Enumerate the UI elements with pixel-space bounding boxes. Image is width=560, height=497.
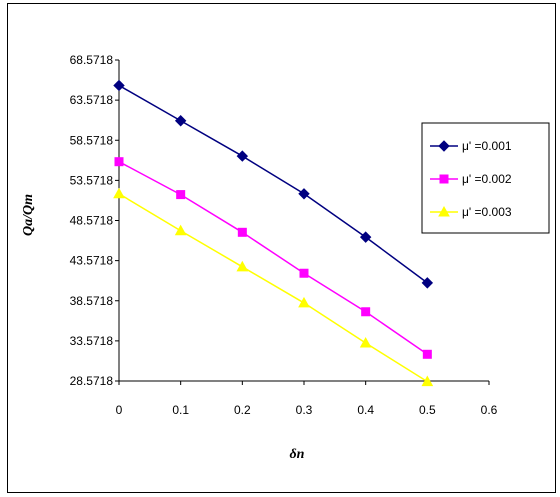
x-tick-label: 0.6 — [481, 403, 498, 417]
data-point-series-1 — [298, 188, 310, 200]
y-tick-labels: 28.5718 33.5718 38.5718 43.5718 48.5718 53.57… — [70, 53, 114, 388]
series-markers — [113, 79, 434, 387]
y-tick-label: 43.5718 — [70, 254, 114, 268]
y-tick-label: 68.5718 — [70, 53, 114, 67]
data-point-series-2 — [299, 268, 309, 278]
y-axis-label: Qa/Qm — [21, 194, 36, 236]
chart-area — [7, 3, 556, 493]
x-tick-label: 0.4 — [357, 403, 374, 417]
x-tick-label: 0 — [116, 403, 123, 417]
y-tick-label: 63.5718 — [70, 93, 114, 107]
series-line-2 — [118, 161, 428, 355]
data-point-series-2 — [237, 227, 247, 237]
y-tick-label: 53.5718 — [70, 173, 114, 187]
legend-marker-1 — [438, 140, 450, 152]
y-tick-label: 38.5718 — [70, 294, 114, 308]
series-line-3 — [118, 193, 428, 383]
data-point-series-2 — [422, 349, 432, 359]
legend-marker-3 — [438, 205, 450, 217]
series-lines — [118, 84, 428, 383]
data-point-series-3 — [236, 260, 249, 272]
legend: μ' =0.001 μ' =0.002 μ' =0.003 — [421, 122, 550, 234]
series-line-1 — [118, 84, 428, 284]
data-point-series-2 — [114, 157, 124, 167]
x-tick-label: 0.1 — [172, 403, 189, 417]
legend-label-2: μ' =0.002 — [462, 172, 512, 186]
data-point-series-1 — [174, 115, 187, 127]
legend-label-3: μ' =0.003 — [462, 205, 512, 219]
data-point-series-3 — [359, 337, 372, 348]
data-point-series-3 — [298, 296, 310, 308]
y-tick-label: 58.5718 — [70, 133, 114, 147]
data-point-series-3 — [174, 224, 187, 236]
x-axis-label: δn — [290, 447, 305, 462]
data-point-series-3 — [421, 375, 434, 387]
y-tick-label: 48.5718 — [70, 214, 114, 228]
data-point-series-3 — [113, 187, 125, 199]
data-point-series-1 — [113, 79, 125, 92]
legend-marker-2 — [439, 174, 449, 184]
data-point-series-2 — [361, 307, 371, 317]
y-tick-label: 28.5718 — [70, 374, 114, 388]
data-point-series-2 — [176, 190, 186, 200]
data-point-series-1 — [359, 231, 372, 243]
x-tick-labels: 0 0.1 0.2 0.3 0.4 0.5 0.6 — [116, 403, 498, 417]
x-tick-label: 0.2 — [234, 403, 251, 417]
y-tick-label: 33.5718 — [70, 334, 114, 348]
x-tick-label: 0.5 — [419, 403, 436, 417]
data-point-series-1 — [421, 277, 434, 289]
legend-label-1: μ' =0.001 — [462, 139, 512, 153]
x-tick-label: 0.3 — [296, 403, 313, 417]
data-point-series-1 — [236, 150, 249, 162]
